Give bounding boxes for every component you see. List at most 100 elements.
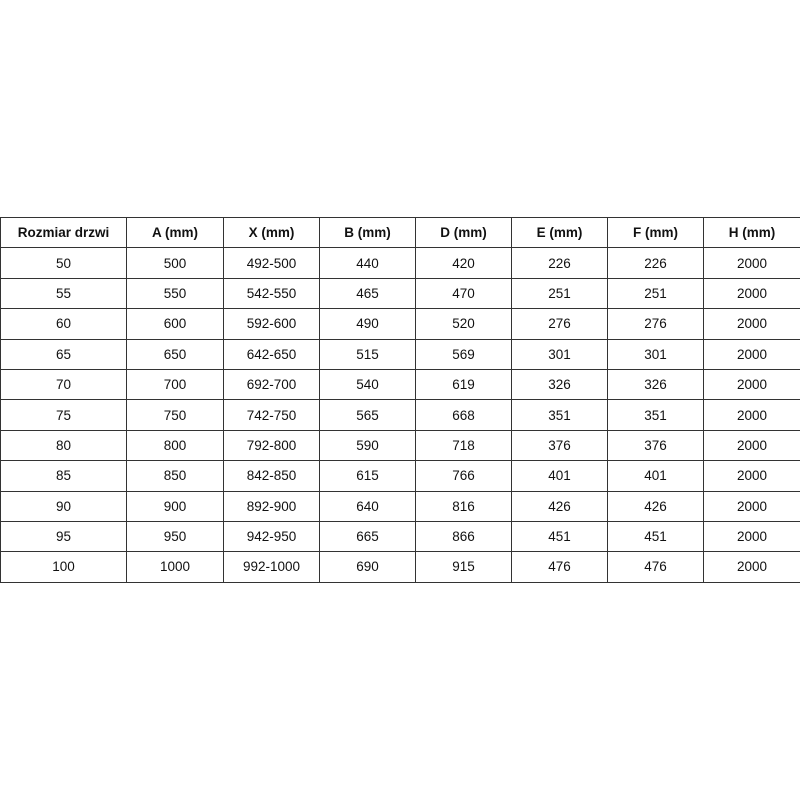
table-cell: 750 <box>126 399 224 431</box>
table-cell: 816 <box>415 490 512 522</box>
column-header: Rozmiar drzwi <box>0 216 127 249</box>
table-cell: 700 <box>126 368 224 401</box>
table-cell: 892-900 <box>223 490 320 522</box>
table-cell: 2000 <box>703 490 800 522</box>
table-cell: 842-850 <box>223 460 320 492</box>
table-cell: 80 <box>0 429 127 462</box>
table-cell: 665 <box>319 520 416 553</box>
table-cell: 100 <box>0 551 127 583</box>
table-cell: 476 <box>511 551 608 583</box>
table-cell: 569 <box>415 338 512 370</box>
table-cell: 226 <box>607 247 704 279</box>
table-cell: 515 <box>319 338 416 370</box>
table-row: 85 850 842-850 615 766 401 401 2000 <box>0 460 800 492</box>
table-cell: 50 <box>0 247 127 279</box>
table-cell: 276 <box>511 308 608 340</box>
table-cell: 668 <box>415 399 512 431</box>
table-cell: 490 <box>319 308 416 340</box>
table-cell: 619 <box>415 368 512 401</box>
table-row: 90 900 892-900 640 816 426 426 2000 <box>0 490 800 522</box>
table-cell: 600 <box>126 308 224 340</box>
table-cell: 2000 <box>703 338 800 370</box>
table-cell: 2000 <box>703 277 800 310</box>
table-cell: 650 <box>126 338 224 370</box>
table-row: 55 550 542-550 465 470 251 251 2000 <box>0 277 800 310</box>
column-header: B (mm) <box>319 216 416 249</box>
table-header-row: Rozmiar drzwi A (mm) X (mm) B (mm) D (mm) E (… <box>0 216 800 249</box>
column-header: D (mm) <box>415 216 512 249</box>
table-cell: 401 <box>511 460 608 492</box>
table-cell: 251 <box>607 277 704 310</box>
table-cell: 2000 <box>703 460 800 492</box>
table-cell: 718 <box>415 429 512 462</box>
table-cell: 90 <box>0 490 127 522</box>
table-cell: 642-650 <box>223 338 320 370</box>
table-cell: 942-950 <box>223 520 320 553</box>
table-cell: 226 <box>511 247 608 279</box>
table-cell: 2000 <box>703 247 800 279</box>
table-cell: 420 <box>415 247 512 279</box>
column-header: A (mm) <box>126 216 224 249</box>
table-cell: 540 <box>319 368 416 401</box>
table-cell: 500 <box>126 247 224 279</box>
table-cell: 766 <box>415 460 512 492</box>
table-cell: 1000 <box>126 551 224 583</box>
table-row: 50 500 492-500 440 420 226 226 2000 <box>0 247 800 279</box>
table-cell: 850 <box>126 460 224 492</box>
table-cell: 2000 <box>703 429 800 462</box>
table-cell: 476 <box>607 551 704 583</box>
table-row: 100 1000 992-1000 690 915 476 476 2000 <box>0 551 800 583</box>
table-cell: 251 <box>511 277 608 310</box>
table-cell: 550 <box>126 277 224 310</box>
table-cell: 451 <box>511 520 608 553</box>
table-cell: 792-800 <box>223 429 320 462</box>
table-cell: 351 <box>607 399 704 431</box>
table-cell: 900 <box>126 490 224 522</box>
table-row: 80 800 792-800 590 718 376 376 2000 <box>0 429 800 462</box>
table-cell: 590 <box>319 429 416 462</box>
table-cell: 2000 <box>703 520 800 553</box>
table-cell: 326 <box>511 368 608 401</box>
table-row: 65 650 642-650 515 569 301 301 2000 <box>0 338 800 370</box>
table-cell: 75 <box>0 399 127 431</box>
table-cell: 615 <box>319 460 416 492</box>
column-header: E (mm) <box>511 216 608 249</box>
table-cell: 426 <box>511 490 608 522</box>
table-row: 70 700 692-700 540 619 326 326 2000 <box>0 368 800 401</box>
column-header: X (mm) <box>223 216 320 249</box>
table-cell: 426 <box>607 490 704 522</box>
table-cell: 60 <box>0 308 127 340</box>
table-cell: 492-500 <box>223 247 320 279</box>
table-cell: 520 <box>415 308 512 340</box>
column-header: F (mm) <box>607 216 704 249</box>
table-cell: 950 <box>126 520 224 553</box>
table-cell: 276 <box>607 308 704 340</box>
table-row: 75 750 742-750 565 668 351 351 2000 <box>0 399 800 431</box>
table-row: 60 600 592-600 490 520 276 276 2000 <box>0 308 800 340</box>
table-cell: 451 <box>607 520 704 553</box>
table-cell: 65 <box>0 338 127 370</box>
table-cell: 85 <box>0 460 127 492</box>
table-cell: 640 <box>319 490 416 522</box>
table-cell: 692-700 <box>223 368 320 401</box>
table-cell: 470 <box>415 277 512 310</box>
table-cell: 70 <box>0 368 127 401</box>
table-cell: 800 <box>126 429 224 462</box>
table-cell: 2000 <box>703 399 800 431</box>
table-cell: 440 <box>319 247 416 279</box>
table-cell: 565 <box>319 399 416 431</box>
table-cell: 55 <box>0 277 127 310</box>
table-cell: 301 <box>511 338 608 370</box>
table-cell: 401 <box>607 460 704 492</box>
table-cell: 866 <box>415 520 512 553</box>
table-cell: 301 <box>607 338 704 370</box>
table-cell: 592-600 <box>223 308 320 340</box>
table-cell: 465 <box>319 277 416 310</box>
table-cell: 2000 <box>703 308 800 340</box>
table-cell: 690 <box>319 551 416 583</box>
table-cell: 742-750 <box>223 399 320 431</box>
dimensions-table: Rozmiar drzwi A (mm) X (mm) B (mm) D (mm) E (… <box>0 216 800 583</box>
table-cell: 915 <box>415 551 512 583</box>
column-header: H (mm) <box>703 216 800 249</box>
table-cell: 326 <box>607 368 704 401</box>
